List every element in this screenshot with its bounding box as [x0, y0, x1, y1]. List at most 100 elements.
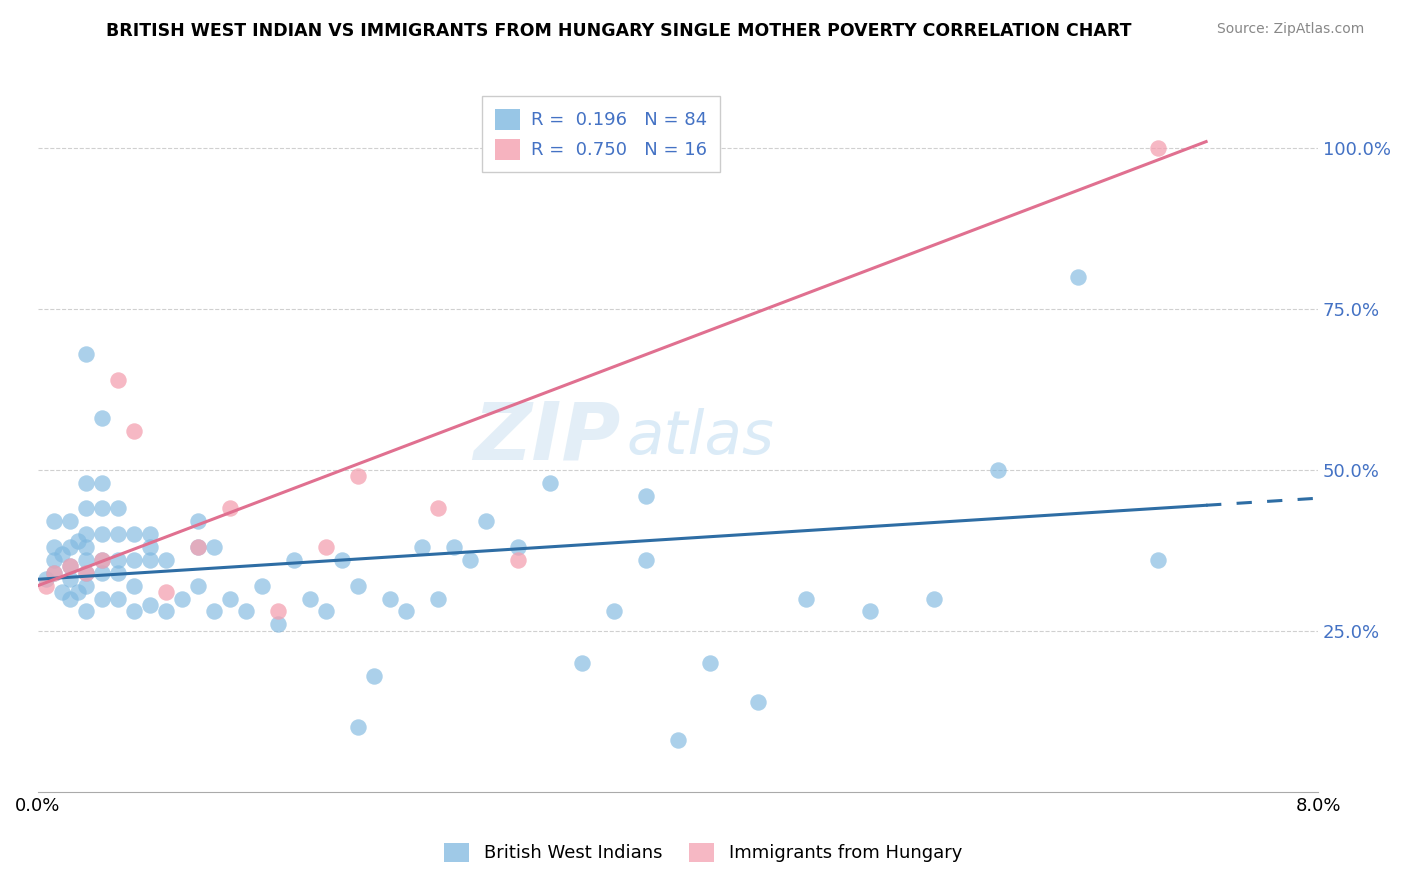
Point: [458, 553, 481, 567]
Point: [363, 669, 385, 683]
Point: [187, 514, 209, 528]
Point: [122, 605, 145, 619]
Point: [90, 553, 112, 567]
Legend: British West Indians, Immigrants from Hungary: British West Indians, Immigrants from Hu…: [437, 836, 969, 870]
Point: [122, 579, 145, 593]
Point: [51, 585, 73, 599]
Point: [699, 656, 721, 670]
Point: [794, 591, 817, 606]
Point: [187, 579, 209, 593]
Point: [267, 617, 290, 632]
Point: [922, 591, 945, 606]
Point: [42, 514, 65, 528]
Point: [59, 572, 82, 586]
Point: [90, 475, 112, 490]
Point: [107, 527, 129, 541]
Point: [90, 566, 112, 580]
Point: [107, 373, 129, 387]
Point: [90, 527, 112, 541]
Point: [75, 475, 97, 490]
Point: [426, 501, 449, 516]
Point: [42, 566, 65, 580]
Legend: R =  0.196   N = 84, R =  0.750   N = 16: R = 0.196 N = 84, R = 0.750 N = 16: [482, 96, 720, 172]
Point: [66, 585, 89, 599]
Point: [122, 424, 145, 438]
Text: Source: ZipAtlas.com: Source: ZipAtlas.com: [1216, 22, 1364, 37]
Point: [34, 579, 56, 593]
Point: [666, 733, 689, 747]
Point: [90, 501, 112, 516]
Point: [426, 591, 449, 606]
Point: [75, 605, 97, 619]
Point: [59, 514, 82, 528]
Point: [235, 605, 257, 619]
Point: [187, 540, 209, 554]
Point: [59, 540, 82, 554]
Point: [634, 489, 657, 503]
Point: [202, 540, 225, 554]
Point: [187, 540, 209, 554]
Text: ZIP: ZIP: [472, 399, 620, 476]
Point: [571, 656, 593, 670]
Point: [51, 547, 73, 561]
Point: [107, 553, 129, 567]
Point: [538, 475, 561, 490]
Point: [747, 695, 769, 709]
Point: [395, 605, 418, 619]
Point: [75, 553, 97, 567]
Point: [90, 411, 112, 425]
Point: [218, 501, 240, 516]
Point: [75, 347, 97, 361]
Point: [330, 553, 353, 567]
Point: [122, 527, 145, 541]
Point: [250, 579, 273, 593]
Point: [138, 540, 160, 554]
Point: [506, 553, 529, 567]
Point: [75, 540, 97, 554]
Point: [90, 591, 112, 606]
Point: [75, 527, 97, 541]
Point: [155, 605, 177, 619]
Point: [75, 566, 97, 580]
Text: atlas: atlas: [627, 409, 775, 467]
Point: [506, 540, 529, 554]
Point: [267, 605, 290, 619]
Point: [1147, 141, 1170, 155]
Point: [66, 533, 89, 548]
Point: [315, 540, 337, 554]
Point: [170, 591, 193, 606]
Point: [218, 591, 240, 606]
Point: [59, 591, 82, 606]
Point: [1067, 269, 1090, 284]
Point: [475, 514, 498, 528]
Point: [75, 501, 97, 516]
Point: [346, 469, 368, 483]
Text: BRITISH WEST INDIAN VS IMMIGRANTS FROM HUNGARY SINGLE MOTHER POVERTY CORRELATION: BRITISH WEST INDIAN VS IMMIGRANTS FROM H…: [105, 22, 1132, 40]
Point: [283, 553, 305, 567]
Point: [155, 553, 177, 567]
Point: [346, 720, 368, 734]
Point: [42, 566, 65, 580]
Point: [859, 605, 882, 619]
Point: [987, 463, 1010, 477]
Point: [603, 605, 626, 619]
Point: [155, 585, 177, 599]
Point: [346, 579, 368, 593]
Point: [107, 566, 129, 580]
Point: [59, 559, 82, 574]
Point: [42, 553, 65, 567]
Point: [107, 501, 129, 516]
Point: [75, 579, 97, 593]
Point: [122, 553, 145, 567]
Point: [138, 527, 160, 541]
Point: [298, 591, 321, 606]
Point: [90, 553, 112, 567]
Point: [42, 540, 65, 554]
Point: [138, 553, 160, 567]
Point: [411, 540, 433, 554]
Point: [34, 572, 56, 586]
Point: [378, 591, 401, 606]
Point: [75, 566, 97, 580]
Point: [107, 591, 129, 606]
Point: [315, 605, 337, 619]
